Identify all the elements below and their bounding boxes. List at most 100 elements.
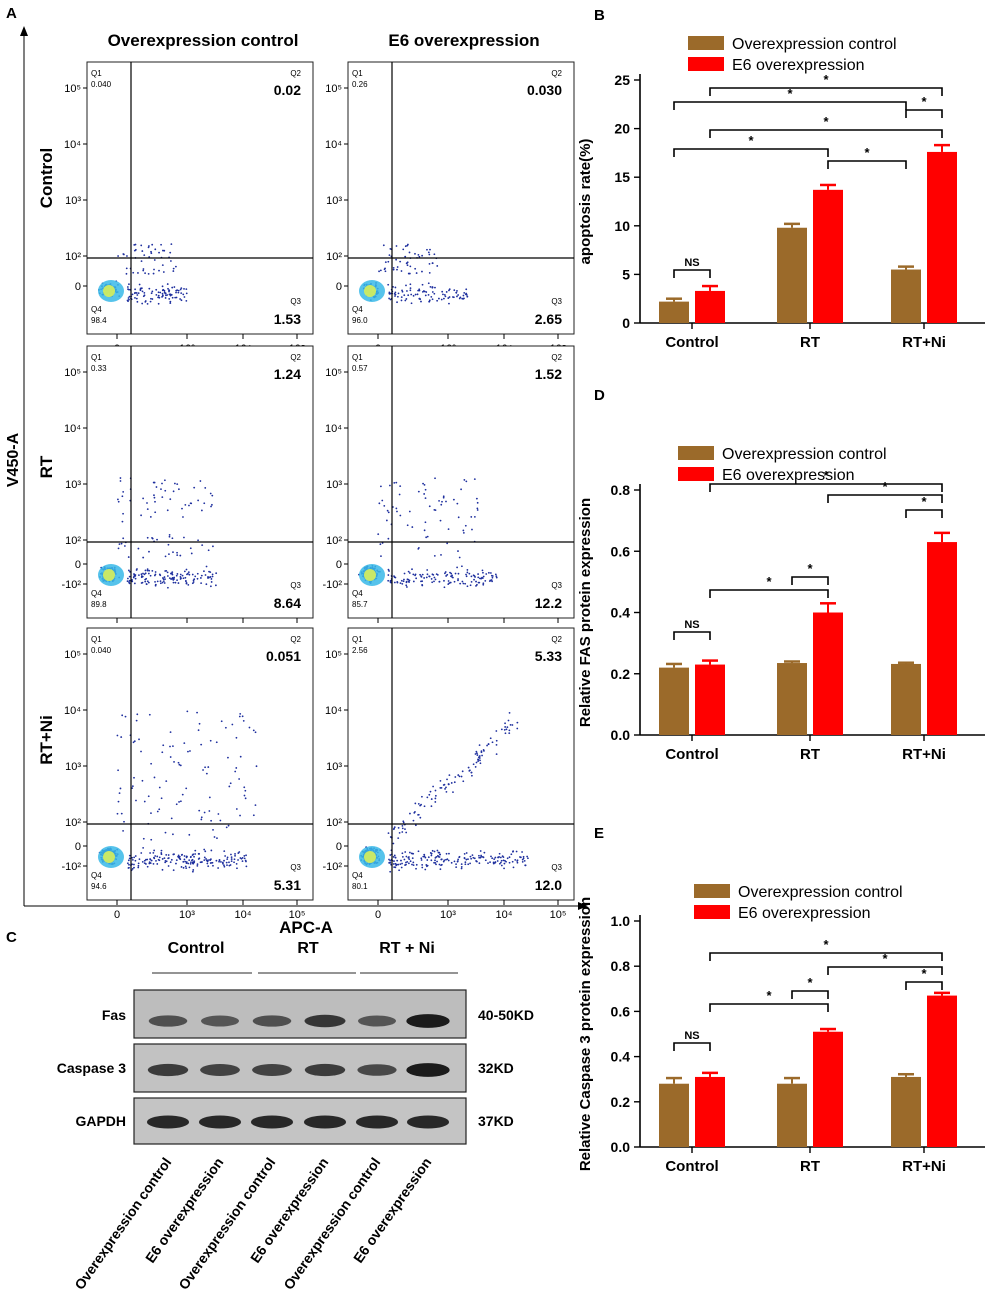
flow-event-dot [447, 859, 450, 862]
flow-event-dot [417, 802, 420, 805]
flow-event-dot [133, 856, 136, 859]
flow-event-dot [399, 514, 402, 517]
chart-bracket-label: * [823, 468, 829, 483]
flow-event-dot [447, 297, 450, 299]
flow-event-dot [400, 866, 403, 869]
flow-event-dot [451, 576, 454, 579]
flow-event-dot [432, 573, 435, 576]
flow-event-dot [442, 860, 445, 863]
flow-q1-name: Q1 [91, 353, 102, 362]
flow-event-dot [421, 864, 424, 866]
flow-event-dot [242, 719, 245, 722]
flow-event-dot [477, 573, 480, 575]
flow-event-dot [421, 866, 424, 869]
flow-event-dot [179, 573, 182, 576]
flow-event-dot [136, 568, 138, 570]
flow-event-dot [215, 859, 218, 862]
flow-event-dot [475, 580, 477, 583]
flow-event-dot [474, 753, 477, 755]
flow-event-dot [480, 751, 483, 754]
chart-bracket-label: * [823, 72, 829, 87]
flow-event-dot [399, 582, 402, 585]
flow-x-axis-arrow [578, 902, 588, 910]
flow-event-dot [498, 862, 501, 865]
flow-event-dot [167, 287, 169, 290]
flow-event-dot [448, 852, 450, 855]
flow-y-tick-label: 10² [65, 251, 81, 263]
flow-y-tick-label: 10⁴ [64, 139, 81, 151]
flow-event-dot [433, 580, 435, 583]
flow-event-dot [201, 544, 204, 547]
flow-event-dot [183, 570, 186, 573]
flow-event-dot [212, 864, 214, 867]
flow-event-dot [475, 860, 478, 863]
flow-event-dot [412, 819, 415, 822]
flow-event-dot [225, 826, 228, 829]
flow-plot-frame [86, 61, 314, 335]
flow-event-dot [388, 862, 390, 864]
flow-event-dot [396, 268, 398, 271]
flow-event-dot [152, 272, 155, 275]
flow-event-dot [157, 291, 160, 294]
flow-event-dot [188, 833, 191, 836]
flow-event-dot [445, 786, 447, 789]
flow-event-dot [135, 297, 138, 300]
flow-event-dot [180, 299, 183, 302]
flow-q3-value: 8.64 [274, 595, 301, 611]
flow-event-dot [186, 855, 188, 858]
flow-event-dot [173, 482, 176, 485]
chart-significance-bracket: * [827, 479, 943, 503]
flow-event-dot [411, 857, 414, 860]
flow-event-dot [220, 861, 222, 863]
wb-band [355, 1115, 399, 1129]
flow-event-dot [135, 719, 138, 722]
flow-event-dot [119, 787, 122, 790]
flow-event-dot [146, 568, 149, 571]
flow-q4-name: Q4 [91, 589, 102, 598]
flow-event-dot [473, 578, 475, 581]
flow-event-dot [140, 750, 142, 753]
flow-event-dot [398, 832, 401, 834]
flow-event-dot [465, 858, 468, 861]
flow-event-dot [252, 729, 255, 732]
flow-event-dot [125, 267, 128, 270]
flow-event-dot [396, 295, 399, 298]
flow-event-dot [387, 579, 390, 582]
flow-event-dot [223, 865, 226, 868]
flow-event-dot [428, 575, 431, 578]
flow-density-inner [103, 569, 115, 581]
flow-q1-value: 2.56 [352, 646, 368, 655]
chart-bracket-line [791, 990, 829, 999]
flow-event-dot [397, 863, 400, 866]
flow-event-dot [404, 851, 407, 853]
flow-event-dot [162, 580, 165, 583]
flow-event-dot [486, 744, 488, 747]
flow-event-dot [415, 272, 418, 274]
flow-event-dot [147, 795, 150, 798]
flow-event-dot [476, 752, 478, 755]
flow-event-dot [443, 859, 446, 862]
flow-event-dot [437, 854, 439, 857]
flow-event-dot [471, 528, 473, 531]
flow-event-dot [402, 248, 405, 251]
flow-y-axis-arrow [20, 26, 28, 36]
flow-event-dot [163, 576, 166, 578]
flow-y-tick-label: 10² [326, 535, 342, 547]
flow-plots: Q1 0.040 Q2 0.02 Q4 98.4 Q3 1.53 10⁵ 10⁴ 10³ 10² 0 0 1… [61, 61, 575, 921]
flow-event-dot [433, 292, 436, 295]
flow-event-dot [234, 853, 236, 855]
flow-event-dot [434, 801, 437, 803]
chart-bracket-label: NS [684, 257, 699, 269]
flow-event-dot [175, 296, 178, 299]
flow-event-dot [243, 786, 246, 789]
flow-event-dot [184, 579, 187, 582]
flow-event-dot [405, 298, 408, 300]
flow-event-dot [196, 863, 199, 866]
flow-event-dot [211, 861, 214, 864]
flow-y-tick-label: 10² [326, 817, 342, 829]
flow-event-dot [252, 814, 255, 817]
flow-event-dot [162, 271, 165, 273]
flow-event-dot [188, 859, 191, 862]
flow-event-dot [245, 865, 248, 868]
